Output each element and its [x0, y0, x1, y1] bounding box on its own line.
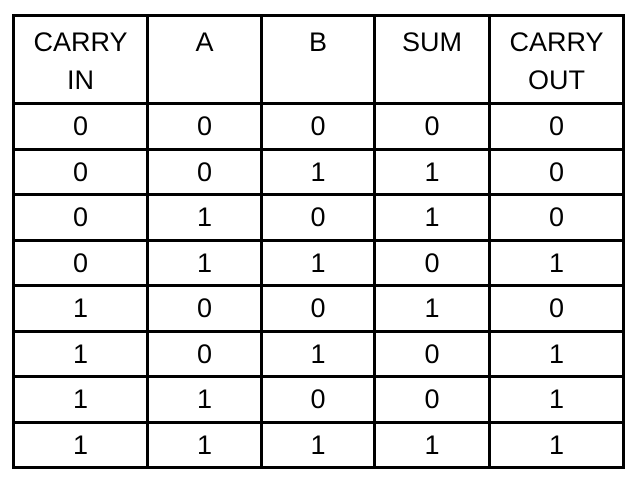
cell-carry-in: 0: [12, 238, 149, 287]
cell-a: 1: [146, 420, 263, 469]
cell-carry-out: 1: [488, 420, 625, 469]
header-row: CARRY IN A B SUM CARRY OUT: [12, 14, 625, 105]
table-header: CARRY IN A B SUM CARRY OUT: [12, 14, 625, 105]
cell-carry-out: 1: [488, 329, 625, 378]
cell-a: 0: [146, 329, 263, 378]
column-header-a: A: [146, 14, 263, 105]
cell-a: 0: [146, 147, 263, 196]
cell-b: 0: [260, 375, 376, 424]
header-text-line-1: SUM: [402, 27, 462, 57]
cell-a: 1: [146, 375, 263, 424]
cell-b: 1: [260, 238, 376, 287]
table-row: 1 0 0 1 0: [12, 284, 625, 333]
table-row: 1 1 1 1 1: [12, 420, 625, 469]
header-text-line-2: OUT: [528, 65, 585, 95]
cell-carry-out: 1: [488, 375, 625, 424]
table-row: 1 1 0 0 1: [12, 375, 625, 424]
table-row: 1 0 1 0 1: [12, 329, 625, 378]
column-header-carry-in: CARRY IN: [12, 14, 149, 105]
cell-b: 0: [260, 284, 376, 333]
cell-sum: 1: [373, 193, 491, 242]
table-row: 0 1 0 1 0: [12, 193, 625, 242]
column-header-sum: SUM: [373, 14, 491, 105]
cell-a: 1: [146, 193, 263, 242]
table-body: 0 0 0 0 0 0 0 1 1 0 0 1 0 1 0 0 1 1 0 1: [12, 102, 625, 469]
table-row: 0 1 1 0 1: [12, 238, 625, 287]
cell-b: 1: [260, 420, 376, 469]
cell-sum: 1: [373, 284, 491, 333]
cell-b: 0: [260, 193, 376, 242]
full-adder-truth-table: CARRY IN A B SUM CARRY OUT 0 0 0 0 0: [12, 14, 625, 469]
cell-sum: 1: [373, 420, 491, 469]
header-text-line-1: CARRY: [33, 27, 128, 57]
header-text-line-1: CARRY: [509, 27, 604, 57]
cell-carry-out: 0: [488, 147, 625, 196]
cell-sum: 0: [373, 329, 491, 378]
cell-carry-in: 1: [12, 375, 149, 424]
cell-carry-in: 1: [12, 420, 149, 469]
header-text-line-1: A: [195, 27, 214, 57]
cell-carry-out: 1: [488, 238, 625, 287]
cell-carry-out: 0: [488, 284, 625, 333]
cell-sum: 0: [373, 375, 491, 424]
cell-carry-in: 0: [12, 102, 149, 151]
header-text-line-1: B: [308, 27, 327, 57]
cell-b: 0: [260, 102, 376, 151]
column-header-carry-out: CARRY OUT: [488, 14, 625, 105]
cell-carry-in: 0: [12, 147, 149, 196]
cell-carry-in: 1: [12, 284, 149, 333]
cell-a: 0: [146, 284, 263, 333]
table-row: 0 0 1 1 0: [12, 147, 625, 196]
cell-a: 0: [146, 102, 263, 151]
cell-sum: 1: [373, 147, 491, 196]
cell-carry-in: 0: [12, 193, 149, 242]
cell-a: 1: [146, 238, 263, 287]
cell-sum: 0: [373, 238, 491, 287]
table-row: 0 0 0 0 0: [12, 102, 625, 151]
header-text-line-2: IN: [67, 65, 94, 95]
cell-sum: 0: [373, 102, 491, 151]
cell-carry-out: 0: [488, 102, 625, 151]
cell-b: 1: [260, 329, 376, 378]
cell-b: 1: [260, 147, 376, 196]
cell-carry-in: 1: [12, 329, 149, 378]
cell-carry-out: 0: [488, 193, 625, 242]
column-header-b: B: [260, 14, 376, 105]
